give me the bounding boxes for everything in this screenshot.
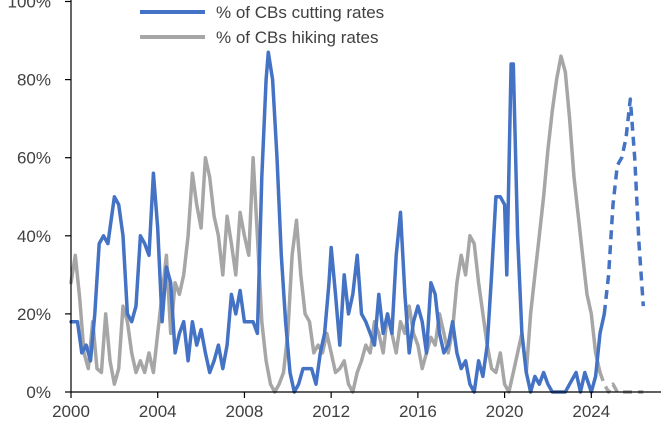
x-tick-label: 2024	[572, 402, 610, 421]
x-tick-label: 2000	[52, 402, 90, 421]
y-tick-label: 100%	[8, 0, 51, 12]
x-tick-label: 2012	[312, 402, 350, 421]
series-line-cutting	[69, 50, 607, 394]
series-line-hiking-forecast	[598, 371, 644, 394]
y-tick-label: 80%	[17, 71, 51, 90]
y-tick-label: 40%	[17, 227, 51, 246]
y-tick-label: 20%	[17, 305, 51, 324]
series-line-hiking	[69, 54, 602, 394]
axes	[70, 0, 661, 393]
y-tick-label: 0%	[26, 383, 51, 402]
x-tick-label: 2016	[399, 402, 437, 421]
x-tick-label: 2020	[486, 402, 524, 421]
legend: % of CBs cutting rates % of CBs hiking r…	[140, 3, 384, 47]
legend-label-cutting: % of CBs cutting rates	[216, 3, 384, 22]
series-lines	[69, 50, 646, 394]
y-tick-label: 60%	[17, 149, 51, 168]
x-tick-label: 2008	[226, 402, 264, 421]
axis-ticks: 0% 20% 40% 60% 80% 100% 2000 2004 2008 2012 2016 20…	[8, 0, 611, 421]
series-line-cutting-forecast	[602, 97, 646, 315]
x-tick-label: 2004	[139, 402, 177, 421]
legend-label-hiking: % of CBs hiking rates	[216, 28, 379, 47]
